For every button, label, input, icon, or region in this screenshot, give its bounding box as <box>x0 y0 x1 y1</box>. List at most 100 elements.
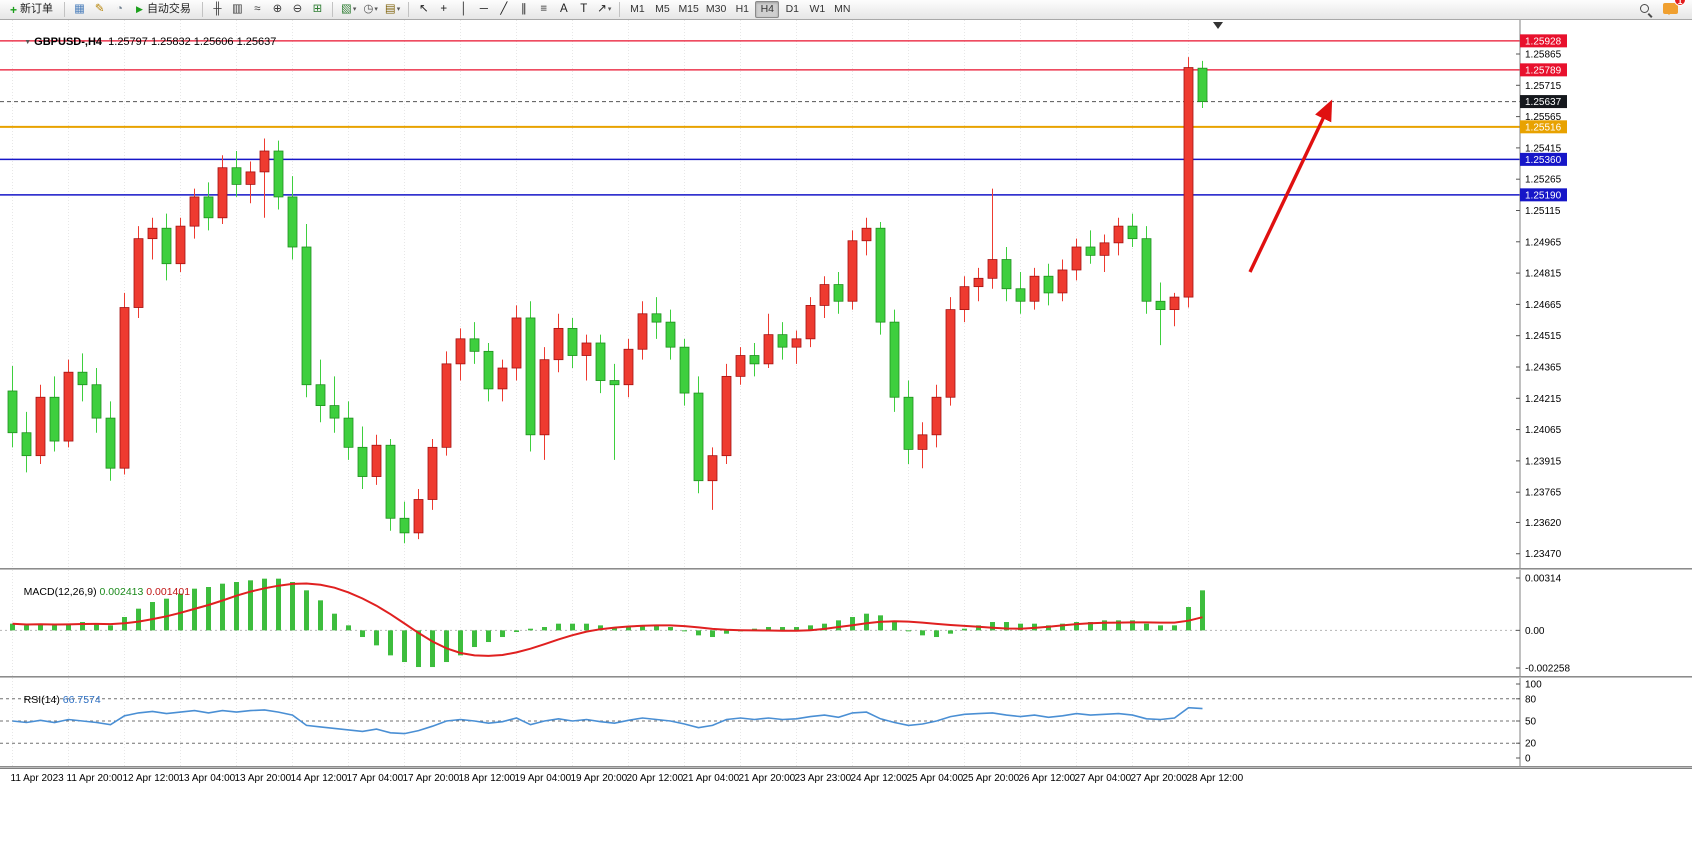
time-axis-label: 23 Apr 23:00 <box>794 773 852 784</box>
fibonacci-icon[interactable]: ≡ <box>540 2 548 15</box>
timeframe-m1-button[interactable]: M1 <box>630 3 645 16</box>
svg-text:1.25360: 1.25360 <box>1525 155 1562 166</box>
arrows-icon[interactable]: ↗ ▾ <box>597 2 612 15</box>
search-button[interactable] <box>1635 1 1656 18</box>
main-toolbar: + 新订单 ▦ ✎ ◔ ▶ 自动交易 ╫ ▥ ≈ ⊕ ⊖ ⊞ ▧ ▾ ◷ ▾ ▤ ▾ ↖ + │ ─ ╱ ∥ ≡ A T… <box>0 0 1692 20</box>
panel-resize-handle[interactable] <box>0 568 1692 570</box>
time-axis-label: 21 Apr 04:00 <box>682 773 740 784</box>
svg-text:1.23915: 1.23915 <box>1525 456 1562 467</box>
metaeditor-icon[interactable]: ✎ <box>94 2 105 15</box>
svg-text:20: 20 <box>1525 739 1537 750</box>
timeframe-h1-button[interactable]: H1 <box>735 3 750 16</box>
svg-text:80: 80 <box>1525 694 1537 705</box>
chart-title: ▼ GBPUSD-,H4 1.25797 1.25832 1.25606 1.25… <box>12 24 276 60</box>
svg-text:0: 0 <box>1525 754 1531 765</box>
time-axis-label: 17 Apr 04:00 <box>346 773 404 784</box>
timeframe-m15-button[interactable]: M15 <box>678 3 699 16</box>
toolbar-separator <box>64 2 66 17</box>
new-order-icon: + <box>10 2 18 17</box>
new-order-label: 新订单 <box>20 3 54 15</box>
periods-icon[interactable]: ◷ ▾ <box>363 2 378 15</box>
time-axis-label: 28 Apr 12:00 <box>1186 773 1244 784</box>
svg-text:0.00: 0.00 <box>1525 626 1545 637</box>
cursor-icon[interactable]: ↖ <box>418 2 429 15</box>
time-axis-label: 18 Apr 12:00 <box>458 773 516 784</box>
time-axis-label: 11 Apr 2023 <box>10 773 64 784</box>
macd-indicator-name: MACD(12,26,9) <box>23 586 97 598</box>
notification-badge: 1 <box>1674 0 1686 6</box>
macd-canvas[interactable]: 0.00314 0.00 -0.002258 <box>0 570 1692 676</box>
svg-text:1.24365: 1.24365 <box>1525 362 1562 373</box>
price-chart-canvas[interactable]: 1.25865 1.25715 1.25565 1.25415 1.25265 1.251… <box>0 20 1692 568</box>
rsi-panel: 100 80 50 20 0 RSI(14) 66.7574 <box>0 678 1692 766</box>
time-axis-label: 13 Apr 20:00 <box>234 773 292 784</box>
time-axis-label: 12 Apr 12:00 <box>122 773 180 784</box>
new-order-button[interactable]: + 新订单 <box>4 1 59 18</box>
svg-text:1.25865: 1.25865 <box>1525 49 1562 60</box>
timeframe-w1-button[interactable]: W1 <box>809 3 826 16</box>
candlestick-icon[interactable]: ▥ <box>232 2 243 15</box>
timeframe-m30-button[interactable]: M30 <box>705 3 727 16</box>
svg-text:1.25637: 1.25637 <box>1525 97 1562 108</box>
channel-icon[interactable]: ∥ <box>520 2 527 15</box>
timeframe-mn-button[interactable]: MN <box>834 3 851 16</box>
tile-windows-icon[interactable]: ⊞ <box>312 2 323 15</box>
svg-text:1.25190: 1.25190 <box>1525 190 1562 201</box>
rsi-canvas[interactable]: 100 80 50 20 0 <box>0 678 1692 766</box>
svg-text:50: 50 <box>1525 717 1537 728</box>
time-axis-label: 11 Apr 20:00 <box>66 773 123 784</box>
time-axis-label: 27 Apr 04:00 <box>1074 773 1132 784</box>
svg-text:1.23470: 1.23470 <box>1525 549 1562 560</box>
svg-text:1.24665: 1.24665 <box>1525 300 1562 311</box>
templates-icon[interactable]: ▤ ▾ <box>384 2 401 15</box>
time-axis-label: 17 Apr 20:00 <box>402 773 460 784</box>
svg-text:1.25789: 1.25789 <box>1525 65 1562 76</box>
time-axis-label: 26 Apr 12:00 <box>1018 773 1076 784</box>
time-axis[interactable]: 11 Apr 2023 11 Apr 20:00 12 Apr 12:00 13 Ap… <box>0 768 1692 790</box>
toolbar-separator <box>331 2 333 17</box>
time-axis-label: 21 Apr 20:00 <box>738 773 796 784</box>
bar-chart-icon[interactable]: ╫ <box>213 2 222 15</box>
chart-window-icon[interactable]: ▦ <box>74 2 85 15</box>
time-axis-label: 27 Apr 20:00 <box>1130 773 1188 784</box>
new-chart-icon[interactable]: ▧ ▾ <box>340 2 357 15</box>
zoom-out-icon[interactable]: ⊖ <box>292 2 303 15</box>
svg-text:1.25928: 1.25928 <box>1525 36 1562 47</box>
notifications-button[interactable]: 1 <box>1663 0 1686 19</box>
crosshair-icon[interactable]: + <box>440 2 448 15</box>
chart-title-marker-icon: ▼ <box>24 38 32 46</box>
time-axis-label: 14 Apr 12:00 <box>290 773 348 784</box>
time-axis-label: 20 Apr 12:00 <box>626 773 684 784</box>
macd-signal-value: 0.001401 <box>146 586 191 598</box>
timeframe-d1-button[interactable]: D1 <box>785 3 800 16</box>
timeframe-h4-button[interactable]: H4 <box>755 1 780 18</box>
toolbar-separator <box>201 2 203 17</box>
macd-panel: 0.00314 0.00 -0.002258 MACD(12,26,9) 0.002… <box>0 570 1692 676</box>
time-axis-label: 19 Apr 04:00 <box>514 773 572 784</box>
text-icon[interactable]: A <box>559 2 568 15</box>
vertical-line-icon[interactable]: │ <box>460 2 468 15</box>
time-axis-label: 25 Apr 20:00 <box>962 773 1020 784</box>
auto-trading-button[interactable]: ▶ 自动交易 <box>130 1 197 18</box>
timeframe-m5-button[interactable]: M5 <box>655 3 670 16</box>
line-chart-icon[interactable]: ≈ <box>254 2 261 15</box>
trendline-icon[interactable]: ╱ <box>500 2 508 15</box>
svg-text:1.25715: 1.25715 <box>1525 81 1562 92</box>
rsi-label: RSI(14) 66.7574 <box>12 682 101 718</box>
panel-resize-handle[interactable] <box>0 766 1692 768</box>
auto-trading-play-icon: ▶ <box>136 4 143 14</box>
macd-main-value: 0.002413 <box>99 586 144 598</box>
svg-text:1.24965: 1.24965 <box>1525 237 1562 248</box>
zoom-in-icon[interactable]: ⊕ <box>272 2 283 15</box>
time-axis-label: 13 Apr 04:00 <box>178 773 236 784</box>
panel-resize-handle[interactable] <box>0 676 1692 678</box>
algo-trading-icon[interactable]: ◔ <box>116 2 123 15</box>
svg-text:-0.002258: -0.002258 <box>1525 664 1570 675</box>
macd-label: MACD(12,26,9) 0.002413 0.001401 <box>12 574 190 610</box>
chat-icon <box>1663 2 1678 15</box>
svg-text:1.25265: 1.25265 <box>1525 175 1562 186</box>
svg-text:1.24065: 1.24065 <box>1525 425 1562 436</box>
horizontal-line-icon[interactable]: ─ <box>479 2 488 15</box>
text-label-icon[interactable]: T <box>580 2 588 15</box>
toolbar-separator <box>408 2 410 17</box>
